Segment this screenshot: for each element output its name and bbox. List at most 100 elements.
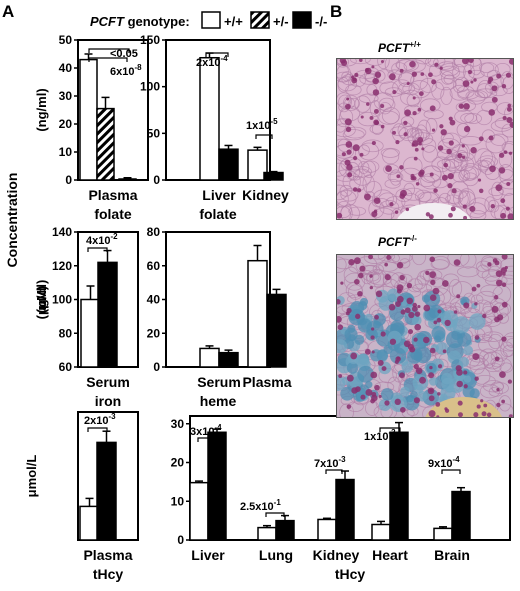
histology-label-wt-gene: PCFT: [378, 41, 411, 55]
tissue-folate-bar: [263, 171, 284, 181]
histology-image-ko: [336, 254, 514, 418]
panel-label-a: A: [2, 2, 14, 21]
plasma-thcy-xlabel: Plasma: [83, 547, 132, 563]
tissue-thcy-bracket: [197, 437, 219, 442]
tissue-thcy-p-value: 9x10-4: [428, 455, 460, 470]
serum-iron-ytick-label: 60: [59, 360, 73, 374]
legend-swatch-ko: [292, 11, 312, 29]
legend-title-rest: genotype:: [124, 14, 190, 29]
tissue-folate-group-label: Kidney: [242, 187, 289, 203]
tissue-thcy-bar: [389, 431, 409, 541]
heme-group-label: Serum: [197, 374, 241, 390]
svg-text:PCFT-/-: PCFT-/-: [378, 234, 417, 249]
histology-label-ko-genotype: -/-: [409, 234, 417, 243]
plasma-folate-p-value: <0.05: [110, 48, 138, 60]
tissue-thcy-p-value: 2.5x10-1: [240, 498, 281, 513]
charts: 0 10 20 30 40 50 (ng/ml) Plasma folate <0.05 6x10-…: [24, 33, 511, 582]
tissue-folate-bar: [247, 149, 268, 181]
chart-plasma-thcy: μmol/L Plasma tHcy 2x10-3: [24, 411, 139, 582]
tissue-folate-bracket: [205, 52, 229, 57]
tissue-thcy-bar: [207, 431, 227, 541]
tissue-folate-bar: [199, 56, 220, 181]
tissue-thcy-bracket: [265, 512, 285, 517]
tissue-thcy-bar: [451, 490, 471, 541]
tissue-folate-bracket: [255, 134, 273, 139]
tissue-thcy-p-value: 7x10-3: [314, 455, 346, 470]
legend-title-gene: PCFT: [90, 14, 125, 29]
heme-bar: [266, 293, 287, 368]
tissue-folate-xlabel: folate: [199, 206, 237, 222]
chart-tissue-folate: 0 50 100 150 Liver Kidney folate 2x10-4 1x10-5: [140, 33, 289, 222]
serum-iron-p-value: 4x10-2: [86, 232, 118, 247]
serum-iron-bar: [97, 261, 118, 368]
plasma-folate-ytick-label: 40: [59, 61, 73, 75]
heme-ytick-label: 40: [147, 293, 161, 307]
plasma-folate-ytick-label: 10: [59, 145, 73, 159]
tissue-folate-ytick-label: 100: [140, 80, 160, 94]
tissue-folate-ytick-label: 0: [153, 173, 160, 187]
plasma-folate-xlabel: folate: [94, 206, 132, 222]
tissue-thcy-bar: [275, 519, 295, 541]
histology-label-ko-gene: PCFT: [378, 235, 411, 249]
histology-label-wt-genotype: +/+: [409, 40, 421, 49]
tissue-thcy-group-label: Brain: [434, 547, 470, 563]
serum-iron-ytick-label: 80: [59, 326, 73, 340]
tissue-folate-group-label: Liver: [202, 187, 236, 203]
chart-plasma-folate: 0 10 20 30 40 50 (ng/ml) Plasma folate <0.05 6x10-…: [34, 33, 149, 222]
heme-ytick-label: 0: [153, 360, 160, 374]
tissue-thcy-ytick-label: 30: [171, 417, 185, 431]
tissue-thcy-group-label: Liver: [191, 547, 225, 563]
legend-swatch-het: [250, 11, 270, 29]
shared-y-axis-label: Concentration: [4, 173, 20, 268]
plasma-thcy-bar: [96, 441, 117, 541]
serum-iron-xlabel: iron: [95, 393, 121, 409]
heme-group-label: Plasma: [242, 374, 291, 390]
plasma-folate-ylabel: (ng/ml): [34, 88, 49, 131]
legend-entry-wt: +/+: [224, 14, 243, 29]
tissue-folate-bar: [218, 148, 239, 181]
serum-iron-ytick-label: 140: [52, 225, 72, 239]
plasma-thcy-xlabel: tHcy: [93, 566, 124, 582]
plasma-folate-bar: [96, 107, 115, 181]
plasma-folate-bracket: [88, 48, 130, 53]
plasma-folate-ytick-label: 50: [59, 33, 73, 47]
tissue-thcy-p-value: 3x10-4: [190, 423, 222, 438]
heme-ytick-label: 20: [147, 326, 161, 340]
tissue-folate-p-value: 2x10-4: [196, 54, 228, 69]
tissue-thcy-ytick-label: 20: [171, 456, 185, 470]
heme-ytick-label: 80: [147, 225, 161, 239]
tissue-thcy-ytick-label: 0: [177, 533, 184, 547]
tissue-thcy-bar: [335, 478, 355, 541]
plasma-folate-ytick-label: 0: [65, 173, 72, 187]
heme-bar: [218, 351, 239, 368]
plasma-thcy-ylabel: μmol/L: [24, 455, 39, 498]
serum-iron-xlabel: Serum: [86, 374, 130, 390]
legend: PCFT genotype: +/+ +/- -/-: [90, 11, 327, 29]
heme-xlabel: heme: [200, 393, 237, 409]
heme-ylabel: (μM): [34, 286, 49, 313]
tissue-thcy-bracket: [379, 427, 401, 432]
plasma-folate-ytick-label: 30: [59, 89, 73, 103]
heme-ytick-label: 60: [147, 259, 161, 273]
svg-text:PCFT+/+: PCFT+/+: [378, 40, 421, 55]
tissue-thcy-bracket: [441, 469, 461, 474]
tissue-thcy-bracket: [325, 469, 343, 474]
tissue-thcy-group-label: Heart: [372, 547, 408, 563]
svg-text:PCFT genotype:: PCFT genotype:: [90, 14, 190, 29]
tissue-folate-ytick-label: 50: [147, 126, 161, 140]
panel-label-b: B: [330, 2, 342, 21]
serum-iron-bracket: [87, 247, 108, 252]
plasma-thcy-bracket: [87, 427, 108, 432]
serum-iron-ylabel: (μg/dl): [34, 280, 49, 320]
plasma-folate-p-value: 6x10-8: [110, 63, 142, 78]
tissue-thcy-group-label: Lung: [259, 547, 293, 563]
tissue-thcy-p-value: 1x10-3: [364, 428, 396, 443]
plasma-thcy-p-value: 2x10-3: [84, 412, 116, 427]
plasma-folate-xlabel: Plasma: [88, 187, 137, 203]
legend-entry-ko: -/-: [315, 14, 327, 29]
plasma-folate-bar: [118, 178, 137, 181]
tissue-thcy-group-label: Kidney: [313, 547, 360, 563]
